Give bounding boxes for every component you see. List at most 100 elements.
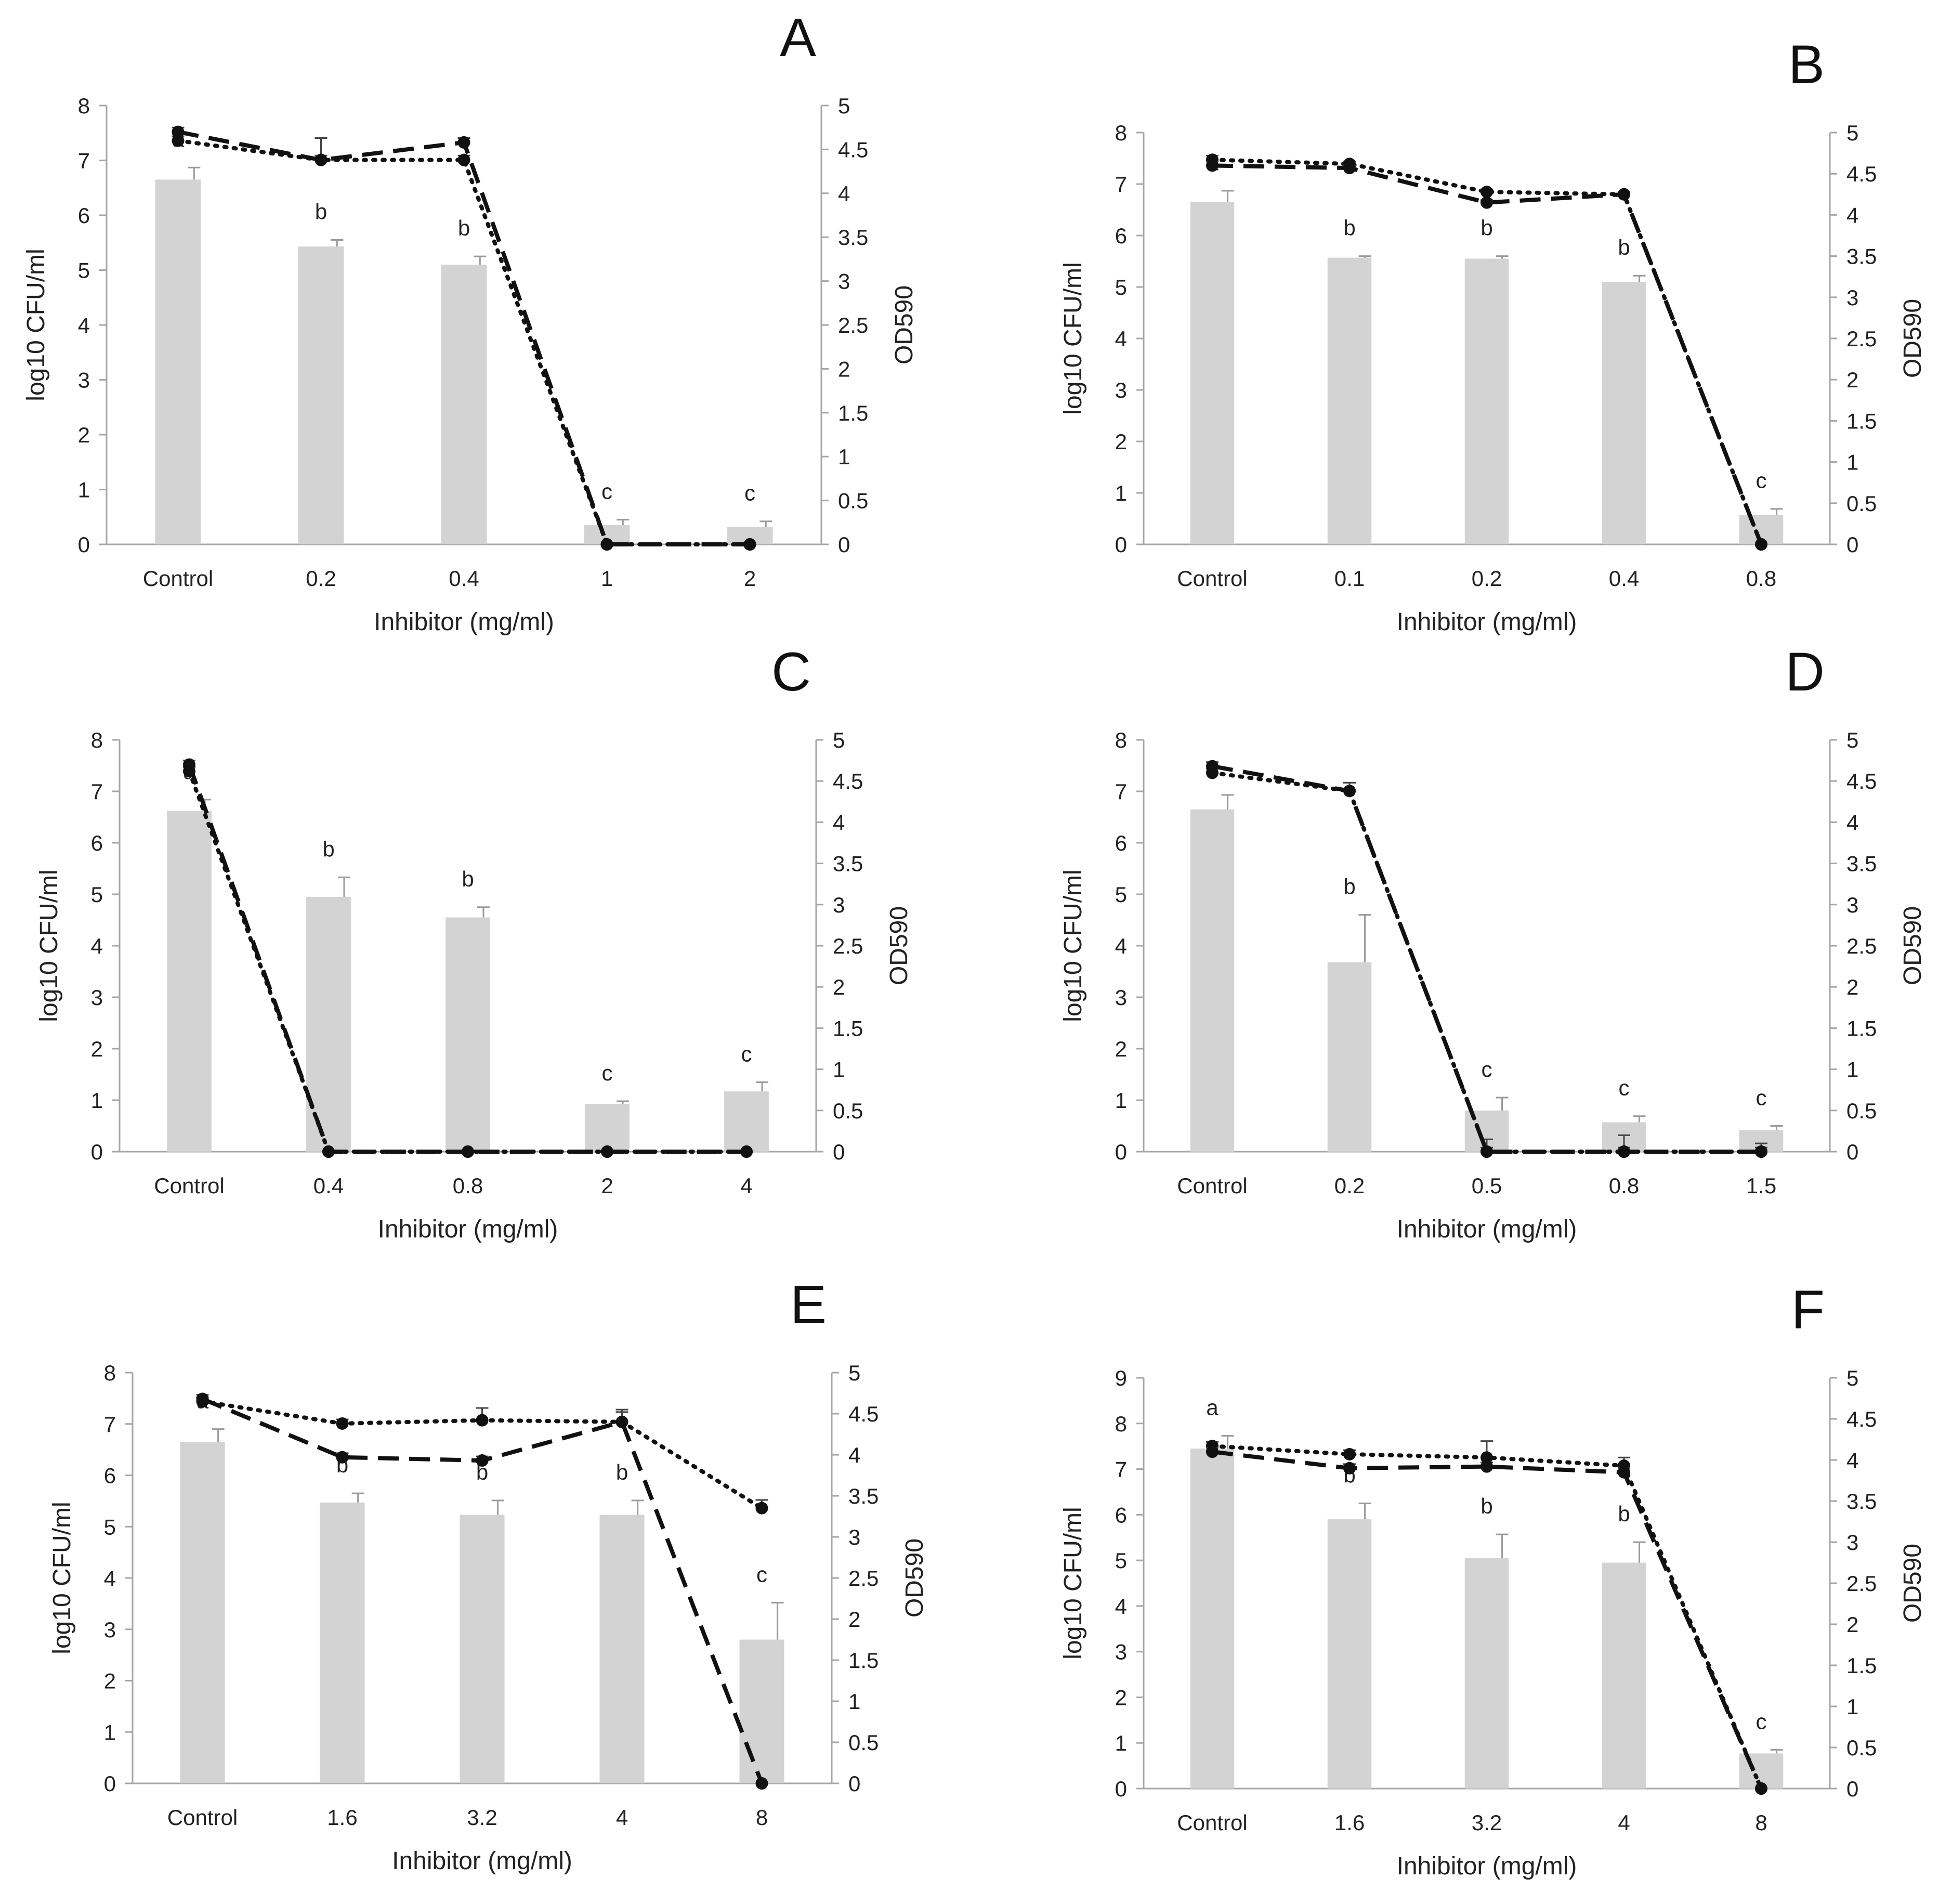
bar: [446, 917, 490, 1152]
y2-tick-label: 0.5: [838, 489, 868, 513]
y-tick-label: 3: [1115, 378, 1127, 402]
y2-tick-label: 2: [1846, 1612, 1858, 1637]
od590-point: [196, 1392, 209, 1405]
y2-tick-label: 0.5: [1846, 491, 1877, 516]
od590-point: [322, 1145, 335, 1158]
y2-tick-label: 1.5: [1846, 409, 1877, 433]
y-tick-label: 1: [1115, 1731, 1127, 1755]
y2-tick-label: 0.5: [833, 1099, 863, 1123]
bar: [298, 246, 344, 544]
x-axis-title: Inhibitor (mg/ml): [1397, 1216, 1577, 1243]
y-tick-label: 1: [1115, 481, 1127, 505]
panel-letter: C: [771, 642, 811, 702]
y2-tick-label: 4.5: [1846, 162, 1877, 186]
od590-point: [462, 1145, 474, 1158]
y2-axis-title: OD590: [1899, 1544, 1927, 1623]
y2-tick-label: 2: [848, 1607, 860, 1632]
bar: [1190, 809, 1235, 1152]
y2-tick-label: 4: [833, 810, 845, 834]
y-tick-label: 3: [1115, 985, 1127, 1010]
bar: [1327, 1519, 1372, 1789]
y2-axis-title: OD590: [885, 906, 913, 985]
significance-label: c: [1756, 468, 1767, 493]
y2-tick-label: 0: [1846, 1777, 1858, 1801]
y-tick-label: 1: [91, 1088, 103, 1113]
y-tick-label: 7: [1115, 1457, 1127, 1482]
y2-tick-label: 1.5: [848, 1648, 879, 1673]
y-tick-label: 8: [91, 728, 103, 752]
bar: [155, 179, 201, 544]
od590-point: [1618, 1466, 1630, 1479]
od590-point: [476, 1454, 489, 1467]
y2-tick-label: 2.5: [1846, 934, 1877, 958]
y-tick-label: 5: [104, 1515, 116, 1539]
bar: [1602, 282, 1646, 544]
bar: [1327, 257, 1372, 544]
panel-letter: D: [1785, 642, 1825, 702]
y-tick-label: 1: [104, 1720, 116, 1744]
y-tick-label: 0: [1115, 1777, 1127, 1801]
y-tick-label: 2: [78, 423, 90, 447]
y-tick-label: 6: [104, 1464, 116, 1488]
bar: [1464, 258, 1509, 544]
y-tick-label: 2: [1115, 429, 1127, 454]
od590-point: [1481, 1145, 1493, 1158]
x-tick-label: Control: [154, 1173, 224, 1198]
x-tick-label: Control: [1177, 566, 1247, 591]
od590-point: [1343, 1462, 1356, 1475]
od590-point: [1755, 538, 1767, 551]
y2-tick-label: 2.5: [1846, 327, 1877, 351]
y2-axis-title: OD590: [901, 1538, 928, 1618]
bar: [585, 1103, 630, 1152]
x-tick-label: 0.2: [1334, 1173, 1365, 1198]
y-axis-title: log10 CFU/ml: [1059, 869, 1087, 1022]
od590-point: [1343, 1447, 1356, 1460]
y2-tick-label: 2: [833, 975, 845, 999]
y2-tick-label: 2.5: [1846, 1571, 1877, 1596]
y-tick-label: 2: [104, 1669, 116, 1693]
y-tick-label: 5: [1115, 275, 1127, 299]
y2-tick-label: 5: [1846, 121, 1858, 145]
significance-label: c: [601, 479, 612, 504]
significance-label: c: [1756, 1086, 1767, 1110]
panel-b: B 0 1 2 3 4 5 6 7 8 0 0.5 1 1.5 2 2.5 3 3.5 4 4.5 5 Control 0.…: [1059, 34, 1927, 636]
x-tick-label: 4: [740, 1173, 752, 1198]
x-tick-label: 0.2: [306, 566, 336, 591]
y2-tick-label: 4: [1846, 203, 1858, 227]
y2-tick-label: 3: [848, 1525, 860, 1549]
y-axis-title: log10 CFU/ml: [48, 1502, 76, 1654]
x-tick-label: Control: [1177, 1173, 1247, 1198]
od590-point: [172, 134, 185, 147]
y-tick-label: 6: [1115, 224, 1127, 248]
y2-tick-label: 0: [838, 532, 850, 557]
x-tick-label: 0.5: [1472, 1173, 1502, 1198]
y2-tick-label: 4.5: [1846, 769, 1877, 793]
significance-label: b: [1343, 875, 1355, 899]
y2-tick-label: 4: [1846, 810, 1858, 834]
od590-point: [601, 1145, 613, 1158]
significance-label: b: [1481, 1494, 1492, 1518]
x-tick-label: 3.2: [467, 1805, 497, 1830]
significance-label: b: [1618, 1502, 1630, 1526]
y-tick-label: 6: [91, 831, 103, 855]
y2-tick-label: 1: [848, 1689, 860, 1714]
x-tick-label: 4: [616, 1805, 628, 1830]
x-axis-title: Inhibitor (mg/ml): [1397, 1853, 1577, 1880]
y-tick-label: 3: [78, 368, 90, 393]
significance-label: c: [1482, 1057, 1492, 1081]
od590-point: [336, 1451, 349, 1464]
y-tick-label: 1: [1115, 1088, 1127, 1113]
panel-a: A 0 1 2 3 4 5 6 7 8 0 0.5 1 1.5 2 2.5 3 3.5 4 4.5 5 Control 0.…: [22, 7, 918, 636]
bar: [1327, 962, 1372, 1152]
od590-point: [1481, 196, 1493, 209]
bar: [1464, 1558, 1509, 1789]
significance-label: b: [322, 837, 334, 861]
od590-point: [1618, 188, 1630, 201]
y2-tick-label: 1: [1846, 1694, 1858, 1719]
x-tick-label: 0.2: [1472, 566, 1502, 591]
panel-letter: E: [790, 1274, 827, 1335]
x-tick-label: 1: [601, 566, 613, 591]
y2-tick-label: 1.5: [1846, 1016, 1877, 1040]
x-tick-label: 0.1: [1334, 566, 1365, 591]
